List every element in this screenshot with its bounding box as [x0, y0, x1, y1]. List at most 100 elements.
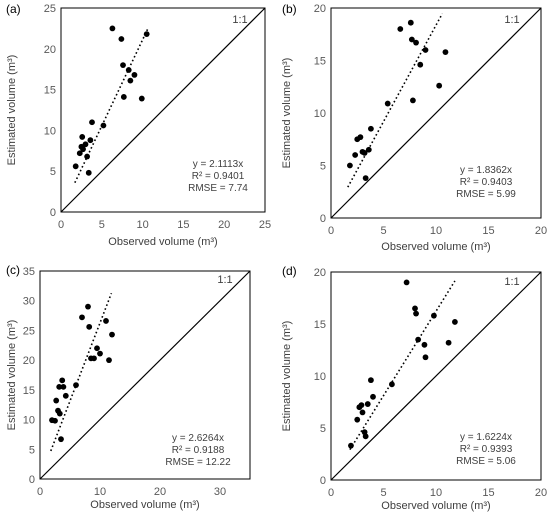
data-point	[445, 339, 452, 346]
x-tick-label: 10	[430, 487, 442, 499]
data-point	[91, 355, 97, 362]
x-tick-label: 30	[214, 486, 226, 498]
data-point	[72, 163, 79, 170]
plot-frame	[330, 271, 542, 481]
scatter-panel-4: 0 5 10 15 20 0 5 10 15 20 Observed volume (m³) Esti…	[281, 264, 547, 512]
scatter-panel-3: 0 10 20 30 0 5 10 15 20 25 30 35 Observed volume (m³…	[6, 263, 251, 511]
data-point	[422, 47, 429, 53]
data-point	[109, 25, 116, 32]
trendline	[349, 280, 456, 451]
x-tick-label: 15	[482, 487, 494, 499]
data-point	[352, 152, 359, 158]
data-point	[362, 175, 369, 182]
one-to-one-label: 1:1	[504, 14, 519, 26]
x-axis-label: Observed volume (m³)	[108, 236, 217, 248]
fit-annotation: R² = 0.9393	[460, 444, 513, 455]
fit-annotation: y = 2.6264x	[172, 433, 224, 444]
data-point	[357, 134, 364, 141]
one-to-one-line	[60, 7, 266, 213]
y-tick-label: 15	[314, 56, 326, 68]
data-point	[120, 94, 127, 100]
data-point	[79, 134, 86, 140]
y-axis-label: Estimated volume (m³)	[6, 320, 18, 431]
y-axis-label: Estimated volume (m³)	[6, 55, 18, 166]
data-point	[80, 146, 86, 153]
data-point	[100, 122, 107, 129]
data-point	[347, 162, 353, 169]
y-tick-label: 35	[23, 266, 35, 278]
fit-annotation: y = 1.8362x	[460, 165, 512, 176]
data-point	[103, 318, 109, 324]
trendline	[74, 27, 150, 184]
data-point	[85, 303, 91, 310]
y-tick-label: 15	[44, 85, 56, 97]
y-tick-label: 10	[44, 125, 56, 137]
data-point	[415, 336, 422, 343]
data-point	[384, 100, 391, 107]
trendline	[347, 13, 444, 188]
x-tick-label: 10	[94, 486, 106, 498]
x-tick-label: 10	[136, 219, 148, 231]
y-tick-label: 5	[50, 166, 56, 178]
y-tick-label: 5	[320, 423, 326, 435]
data-point	[436, 82, 443, 89]
y-tick-label: 0	[29, 474, 35, 486]
panel-label: (d)	[282, 264, 297, 278]
data-point	[53, 397, 60, 404]
plot-frame	[60, 7, 266, 213]
x-tick-label: 5	[380, 225, 386, 237]
fit-annotation: R² = 0.9401	[192, 171, 245, 182]
data-point	[59, 377, 66, 384]
data-point	[422, 354, 429, 361]
x-tick-label: 0	[37, 486, 43, 498]
data-point	[109, 331, 115, 338]
y-tick-label: 20	[44, 44, 56, 56]
x-tick-label: 20	[535, 487, 547, 499]
data-point	[131, 72, 138, 78]
data-point	[56, 383, 63, 390]
y-tick-label: 5	[29, 444, 35, 456]
data-point	[358, 402, 365, 409]
data-point	[76, 150, 83, 157]
x-tick-label: 20	[154, 486, 166, 498]
x-axis-label: Observed volume (m³)	[381, 241, 490, 253]
data-point	[413, 39, 419, 46]
fit-annotation: RMSE = 5.99	[456, 189, 516, 200]
x-axis-label: Observed volume (m³)	[381, 500, 490, 512]
data-point	[410, 97, 416, 104]
x-tick-label: 0	[328, 487, 334, 499]
y-tick-label: 20	[314, 267, 326, 279]
data-point	[73, 382, 79, 389]
data-point	[87, 137, 94, 144]
x-tick-label: 20	[218, 219, 230, 231]
y-tick-label: 30	[23, 296, 35, 308]
data-point	[368, 125, 374, 132]
plot-frame	[39, 270, 251, 480]
one-to-one-label: 1:1	[232, 14, 247, 26]
data-point	[364, 401, 371, 407]
fit-annotation: RMSE = 5.06	[456, 456, 516, 467]
y-axis-label: Estimated volume (m³)	[281, 321, 293, 432]
fit-annotation: R² = 0.9188	[172, 445, 225, 456]
data-point	[86, 323, 93, 330]
y-tick-label: 10	[23, 415, 35, 427]
data-point	[403, 279, 410, 286]
fit-annotation: y = 1.6224x	[460, 432, 512, 443]
data-point	[407, 19, 414, 26]
y-tick-label: 20	[23, 355, 35, 367]
one-to-one-label: 1:1	[504, 276, 519, 288]
data-point	[397, 26, 404, 32]
y-tick-label: 15	[23, 385, 35, 397]
y-tick-label: 0	[50, 207, 56, 219]
data-point	[412, 305, 418, 312]
panel-label: (c)	[6, 263, 20, 277]
data-point	[120, 62, 126, 69]
y-tick-label: 0	[320, 475, 326, 487]
fit-annotation: y = 2.1113x	[193, 159, 244, 170]
data-point	[359, 409, 366, 416]
y-tick-label: 0	[320, 213, 326, 225]
data-point	[361, 150, 368, 156]
panel-label: (a)	[6, 2, 21, 16]
x-tick-label: 0	[328, 225, 334, 237]
scatter-panel-2: 0 5 10 15 20 0 5 10 15 20 Observed volume (m³) Esti…	[281, 2, 547, 253]
